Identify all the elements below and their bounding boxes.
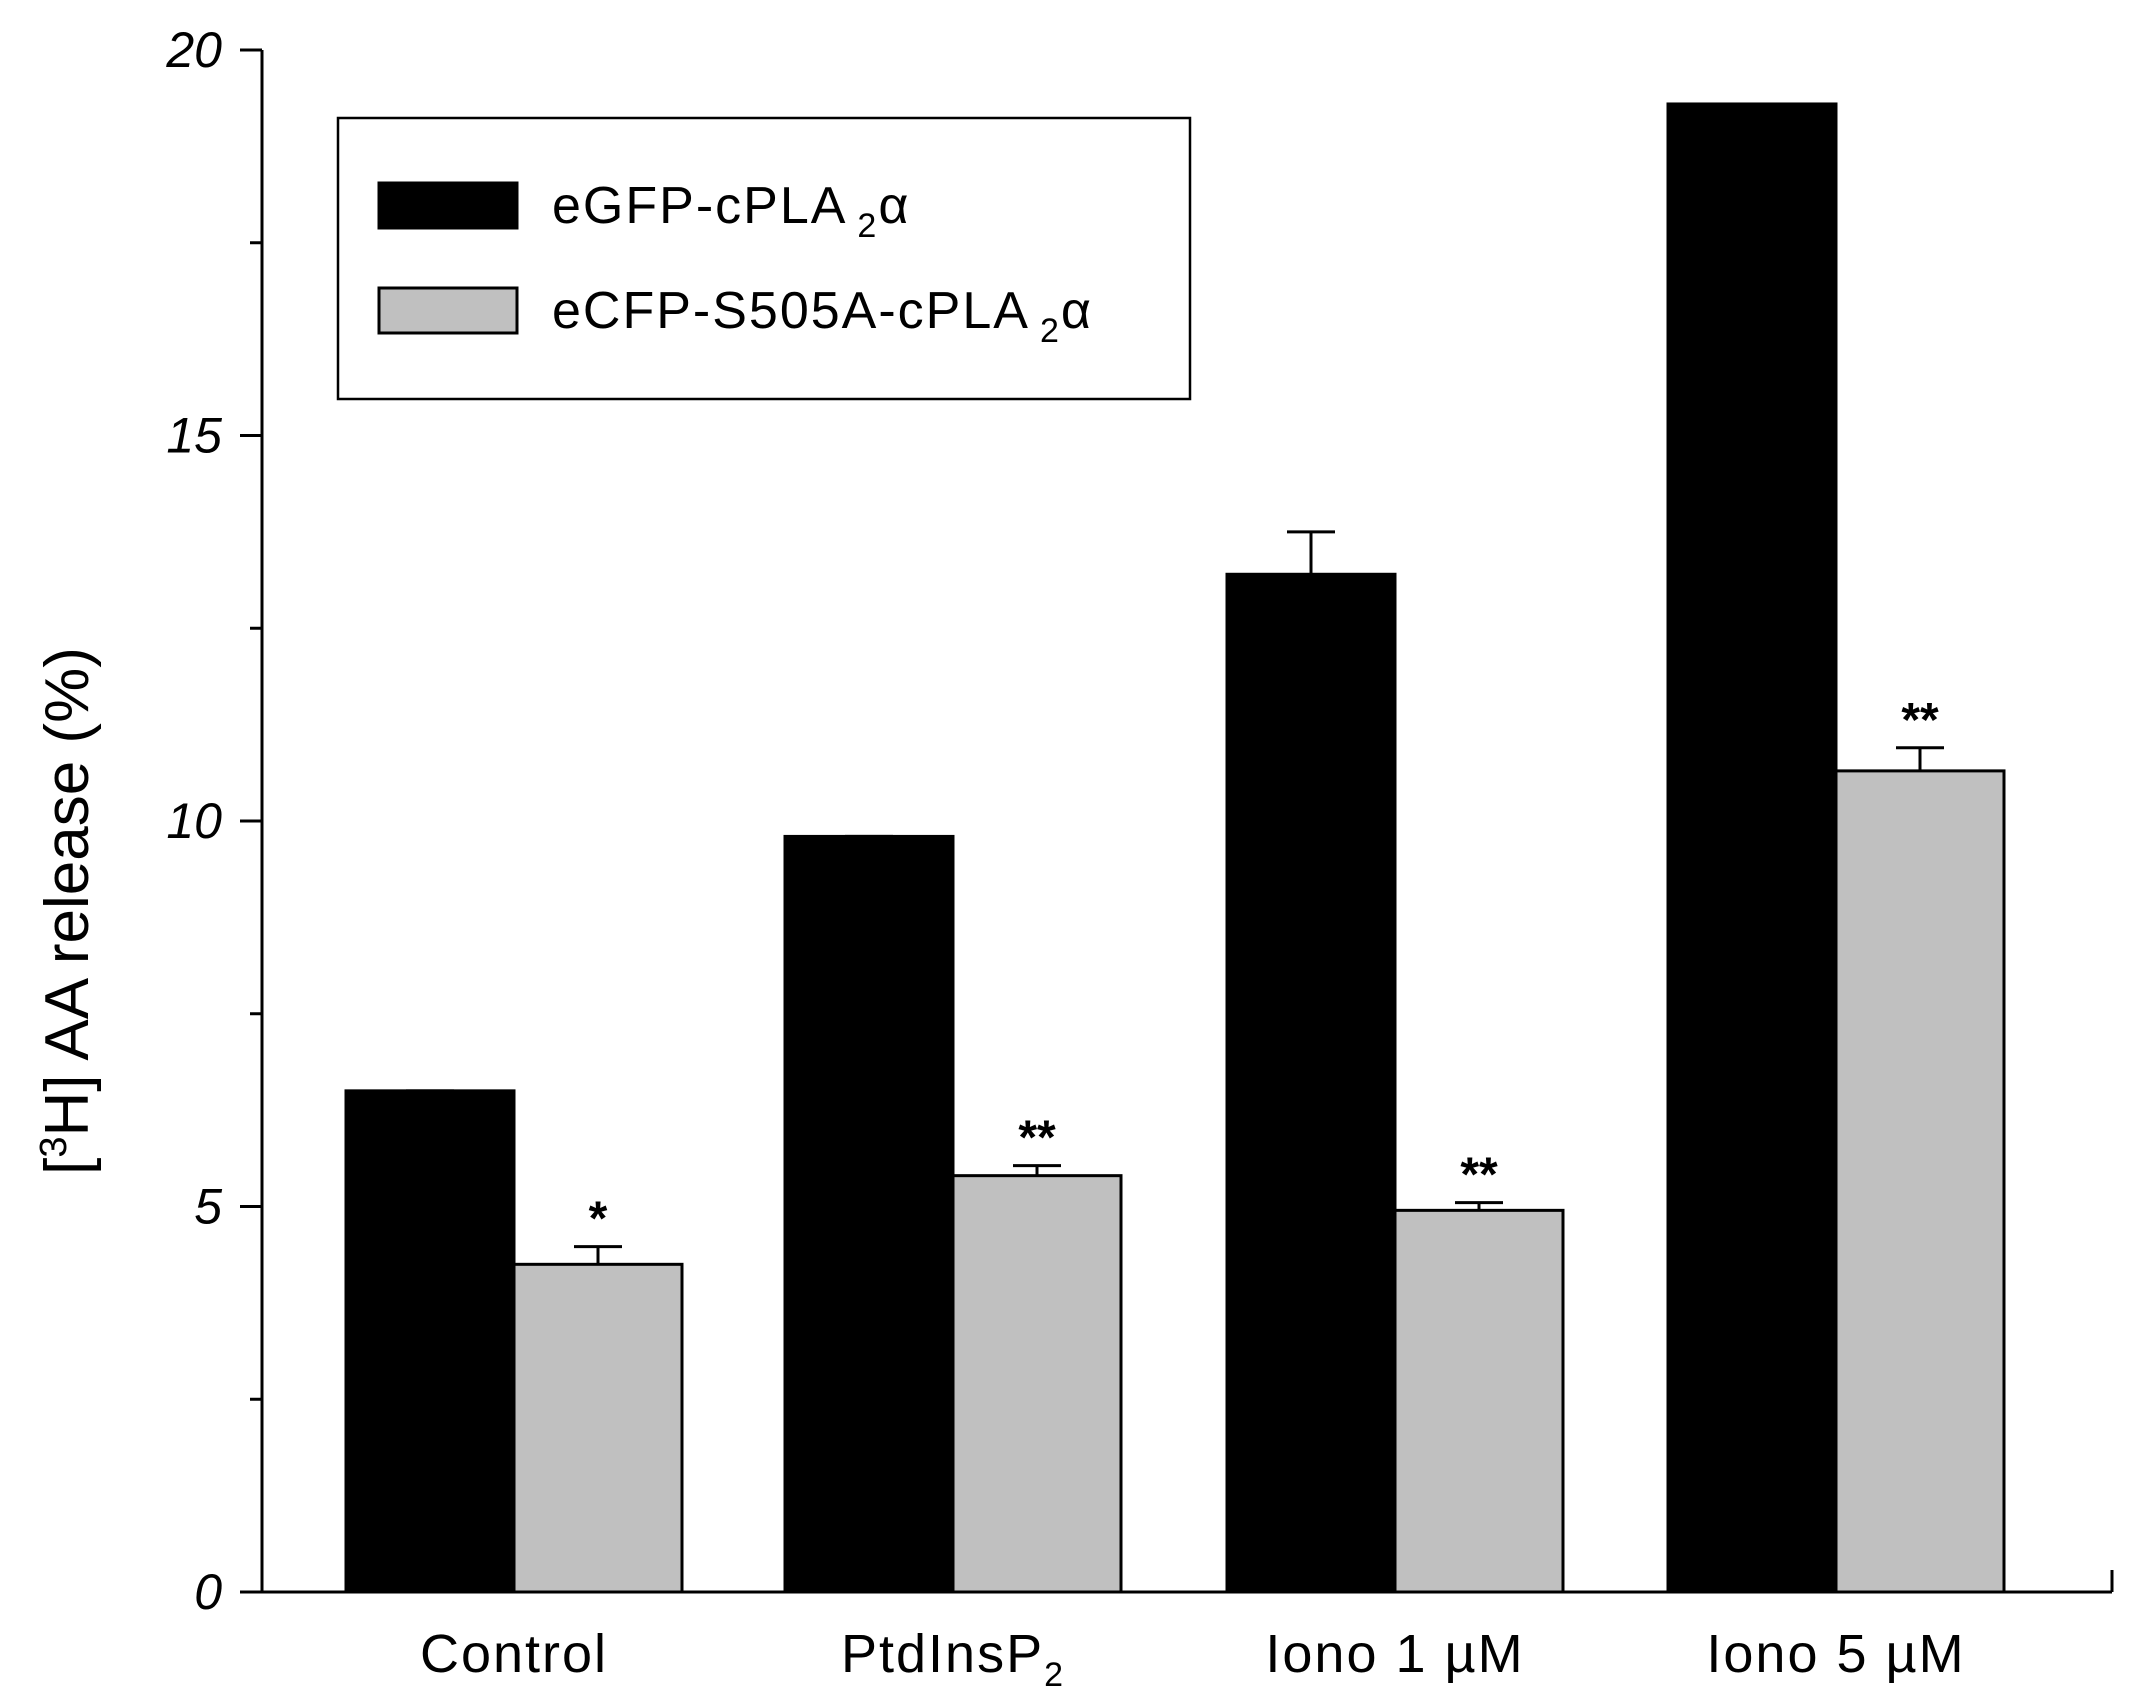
significance-marker: ** — [1901, 694, 1939, 747]
y-axis-label-rest: H] AA release (%) — [33, 647, 102, 1136]
bar-ecfp-3 — [1834, 769, 2006, 1594]
bar-egfp-0 — [344, 1089, 516, 1594]
significance-marker: ** — [1460, 1149, 1498, 1202]
y-tick-label: 10 — [166, 793, 222, 849]
legend-label-ecfp: eCFP-S505A-cPLA 2α — [552, 282, 1093, 350]
legend-swatch-egfp — [377, 181, 519, 230]
x-category-label-main: Iono 5 µM — [1706, 1624, 1965, 1684]
x-category-label: PtdInsP2 — [841, 1624, 1065, 1693]
y-tick-label: 20 — [165, 22, 222, 78]
x-category-label: Iono 1 µM — [1265, 1624, 1524, 1684]
x-category-label: Control — [420, 1624, 608, 1684]
bars-group — [344, 102, 2006, 1594]
legend-label-main: eGFP-cPLA — [552, 177, 847, 235]
y-axis-label-superscript: 3 — [33, 1136, 75, 1157]
legend-label-greek: α — [1061, 282, 1093, 340]
legend-label-egfp: eGFP-cPLA 2α — [552, 177, 910, 245]
legend-swatch-ecfp — [377, 286, 519, 335]
y-axis-label-prefix: [ — [33, 1158, 102, 1175]
bar-egfp-2 — [1225, 572, 1397, 1594]
x-category-label-main: Iono 1 µM — [1265, 1624, 1524, 1684]
bar-egfp-3 — [1666, 102, 1838, 1594]
legend-label-greek: α — [878, 177, 910, 235]
y-tick-label: 5 — [194, 1179, 222, 1235]
legend-label-main: eCFP-S505A-cPLA — [552, 282, 1030, 340]
legend-label-subscript: 2 — [1040, 312, 1061, 350]
y-tick-label: 0 — [194, 1564, 222, 1620]
x-category-label-main: PtdInsP — [841, 1624, 1044, 1684]
x-category-label-subscript: 2 — [1044, 1656, 1065, 1693]
bar-ecfp-0 — [512, 1262, 684, 1594]
bar-egfp-1 — [783, 834, 955, 1594]
legend-box — [336, 116, 1192, 401]
legend-label-subscript: 2 — [857, 207, 878, 245]
significance-marker: ** — [1018, 1112, 1056, 1165]
y-tick-label: 15 — [166, 408, 222, 464]
bar-ecfp-2 — [1393, 1208, 1565, 1594]
x-category-label-main: Control — [420, 1624, 608, 1684]
significance-marker: * — [589, 1193, 608, 1246]
y-axis-label: [3H] AA release (%) — [33, 647, 102, 1175]
x-category-label: Iono 5 µM — [1706, 1624, 1965, 1684]
labels-group: * Control ** PtdInsP2 ** Iono 1 µM ** Iono 5 µM — [420, 694, 1965, 1693]
bar-ecfp-1 — [951, 1174, 1123, 1594]
